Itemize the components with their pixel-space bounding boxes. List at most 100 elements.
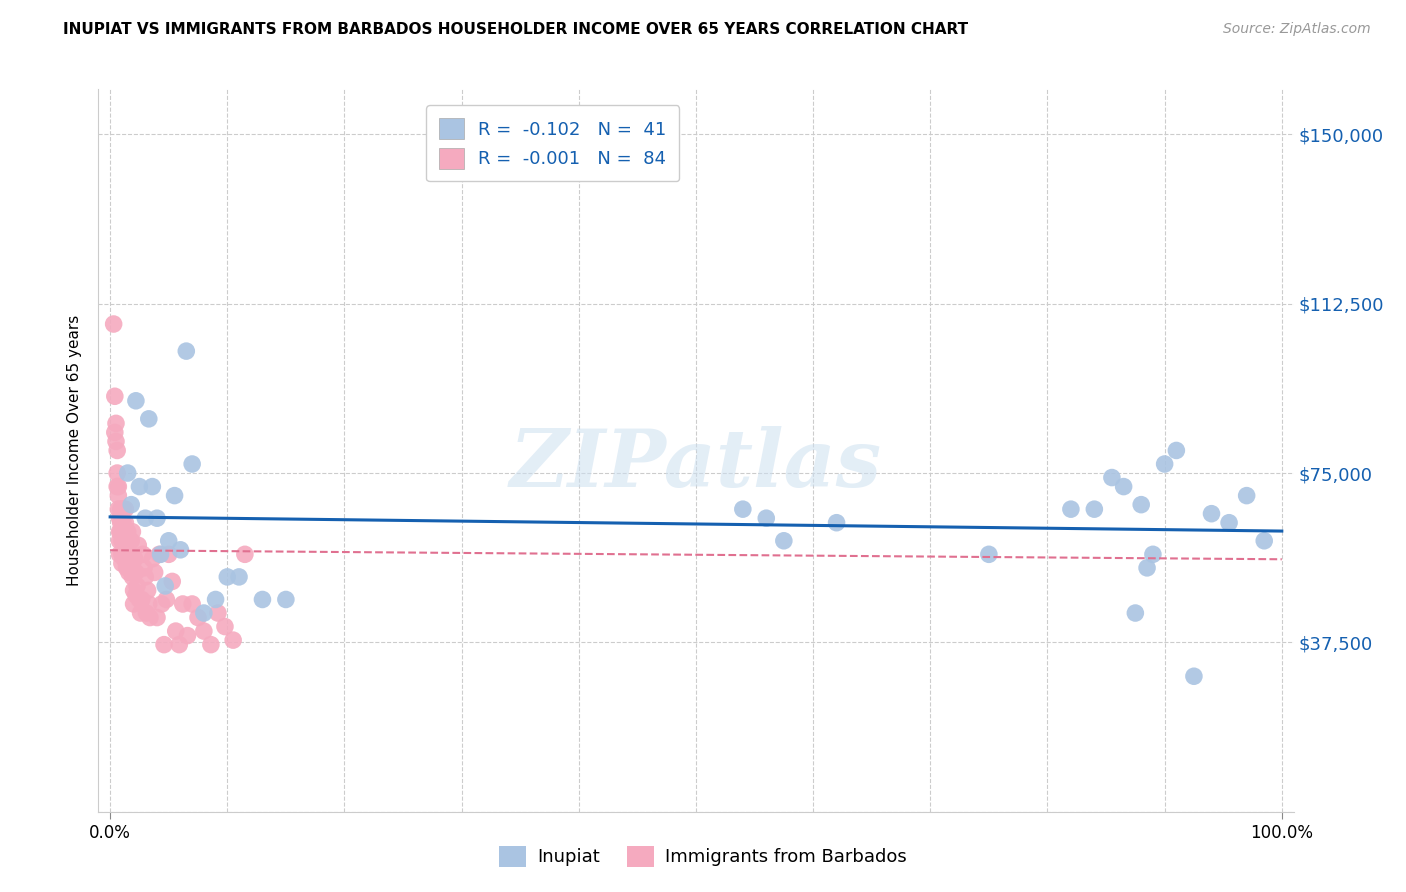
Point	[1136, 561, 1159, 575]
Point	[104, 389, 127, 403]
Point	[138, 412, 160, 426]
Point	[108, 524, 131, 539]
Point	[148, 547, 170, 561]
Point	[174, 344, 197, 359]
Point	[115, 524, 138, 539]
Point	[1166, 443, 1188, 458]
Point	[149, 547, 172, 561]
Text: INUPIAT VS IMMIGRANTS FROM BARBADOS HOUSEHOLDER INCOME OVER 65 YEARS CORRELATION: INUPIAT VS IMMIGRANTS FROM BARBADOS HOUS…	[63, 22, 969, 37]
Y-axis label: Householder Income Over 65 years: Householder Income Over 65 years	[67, 315, 83, 586]
Point	[146, 610, 169, 624]
Point	[155, 579, 177, 593]
Point	[112, 524, 135, 539]
Point	[112, 533, 135, 548]
Point	[118, 566, 141, 580]
Point	[108, 533, 131, 548]
Point	[120, 498, 142, 512]
Point	[105, 466, 128, 480]
Point	[117, 466, 139, 480]
Point	[117, 524, 139, 539]
Point	[139, 610, 162, 624]
Point	[117, 551, 139, 566]
Point	[120, 551, 142, 566]
Point	[136, 583, 159, 598]
Point	[120, 533, 142, 548]
Point	[120, 547, 141, 561]
Point	[1201, 507, 1223, 521]
Point	[112, 547, 135, 561]
Point	[114, 533, 136, 548]
Point	[155, 592, 177, 607]
Point	[115, 561, 138, 575]
Point	[111, 557, 134, 571]
Point	[157, 533, 180, 548]
Point	[124, 551, 146, 566]
Point	[200, 638, 222, 652]
Point	[214, 619, 236, 633]
Point	[217, 570, 239, 584]
Point	[108, 547, 131, 561]
Point	[1182, 669, 1205, 683]
Point	[107, 489, 129, 503]
Point	[181, 597, 204, 611]
Point	[222, 633, 245, 648]
Point	[132, 561, 156, 575]
Point	[112, 516, 135, 530]
Legend: R =  -0.102   N =  41, R =  -0.001   N =  84: R = -0.102 N = 41, R = -0.001 N = 84	[426, 105, 679, 181]
Point	[111, 547, 134, 561]
Point	[731, 502, 754, 516]
Point	[150, 597, 173, 611]
Point	[127, 579, 149, 593]
Point	[135, 606, 157, 620]
Point	[233, 547, 256, 561]
Point	[129, 606, 152, 620]
Point	[128, 592, 150, 607]
Point	[1153, 457, 1175, 471]
Point	[112, 551, 135, 566]
Point	[146, 511, 169, 525]
Point	[1236, 489, 1258, 503]
Point	[112, 538, 135, 552]
Point	[773, 533, 796, 548]
Point	[117, 538, 139, 552]
Point	[138, 597, 160, 611]
Point	[153, 638, 176, 652]
Point	[169, 542, 191, 557]
Point	[121, 570, 143, 584]
Legend: Inupiat, Immigrants from Barbados: Inupiat, Immigrants from Barbados	[492, 838, 914, 874]
Point	[125, 393, 148, 408]
Point	[141, 480, 163, 494]
Point	[141, 551, 163, 566]
Point	[112, 502, 135, 516]
Point	[204, 592, 226, 607]
Point	[163, 489, 186, 503]
Point	[110, 524, 132, 539]
Point	[1218, 516, 1240, 530]
Point	[132, 547, 155, 561]
Point	[131, 592, 153, 607]
Point	[120, 533, 141, 548]
Point	[118, 551, 141, 566]
Point	[169, 638, 191, 652]
Point	[252, 592, 274, 607]
Point	[105, 443, 128, 458]
Point	[104, 425, 127, 440]
Point	[1083, 502, 1105, 516]
Point	[176, 629, 198, 643]
Point	[105, 417, 128, 431]
Point	[1125, 606, 1147, 620]
Point	[165, 624, 187, 639]
Point	[134, 511, 156, 525]
Point	[122, 597, 145, 611]
Point	[977, 547, 1000, 561]
Point	[755, 511, 778, 525]
Point	[108, 511, 131, 525]
Point	[193, 624, 215, 639]
Point	[193, 606, 215, 620]
Point	[114, 502, 136, 516]
Point	[207, 606, 229, 620]
Point	[1112, 480, 1135, 494]
Point	[825, 516, 848, 530]
Point	[1060, 502, 1083, 516]
Point	[162, 574, 183, 589]
